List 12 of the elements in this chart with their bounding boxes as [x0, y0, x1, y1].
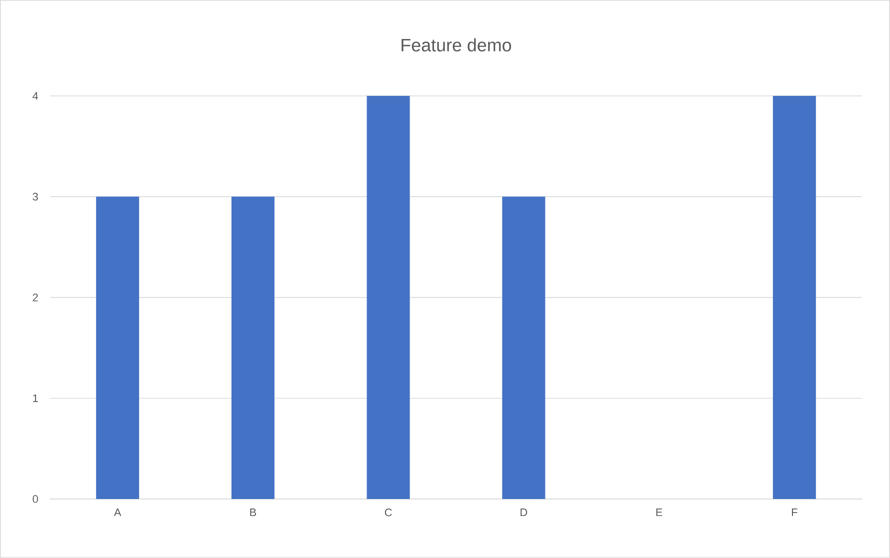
x-tick-label: E	[656, 508, 662, 516]
x-tick-label: B	[250, 508, 256, 516]
chart-title: Feature demo	[402, 38, 512, 52]
y-tick-label: 1	[33, 394, 38, 402]
y-tick-label: 3	[32, 192, 38, 201]
y-tick-label: 4	[32, 92, 38, 100]
x-tick-label: D	[520, 508, 528, 516]
y-tick-label: 2	[32, 294, 38, 302]
x-tick-label: F	[792, 508, 798, 516]
x-tick-label: C	[384, 508, 392, 516]
x-tick-label: A	[114, 508, 122, 516]
y-tick-label: 0	[32, 495, 38, 503]
